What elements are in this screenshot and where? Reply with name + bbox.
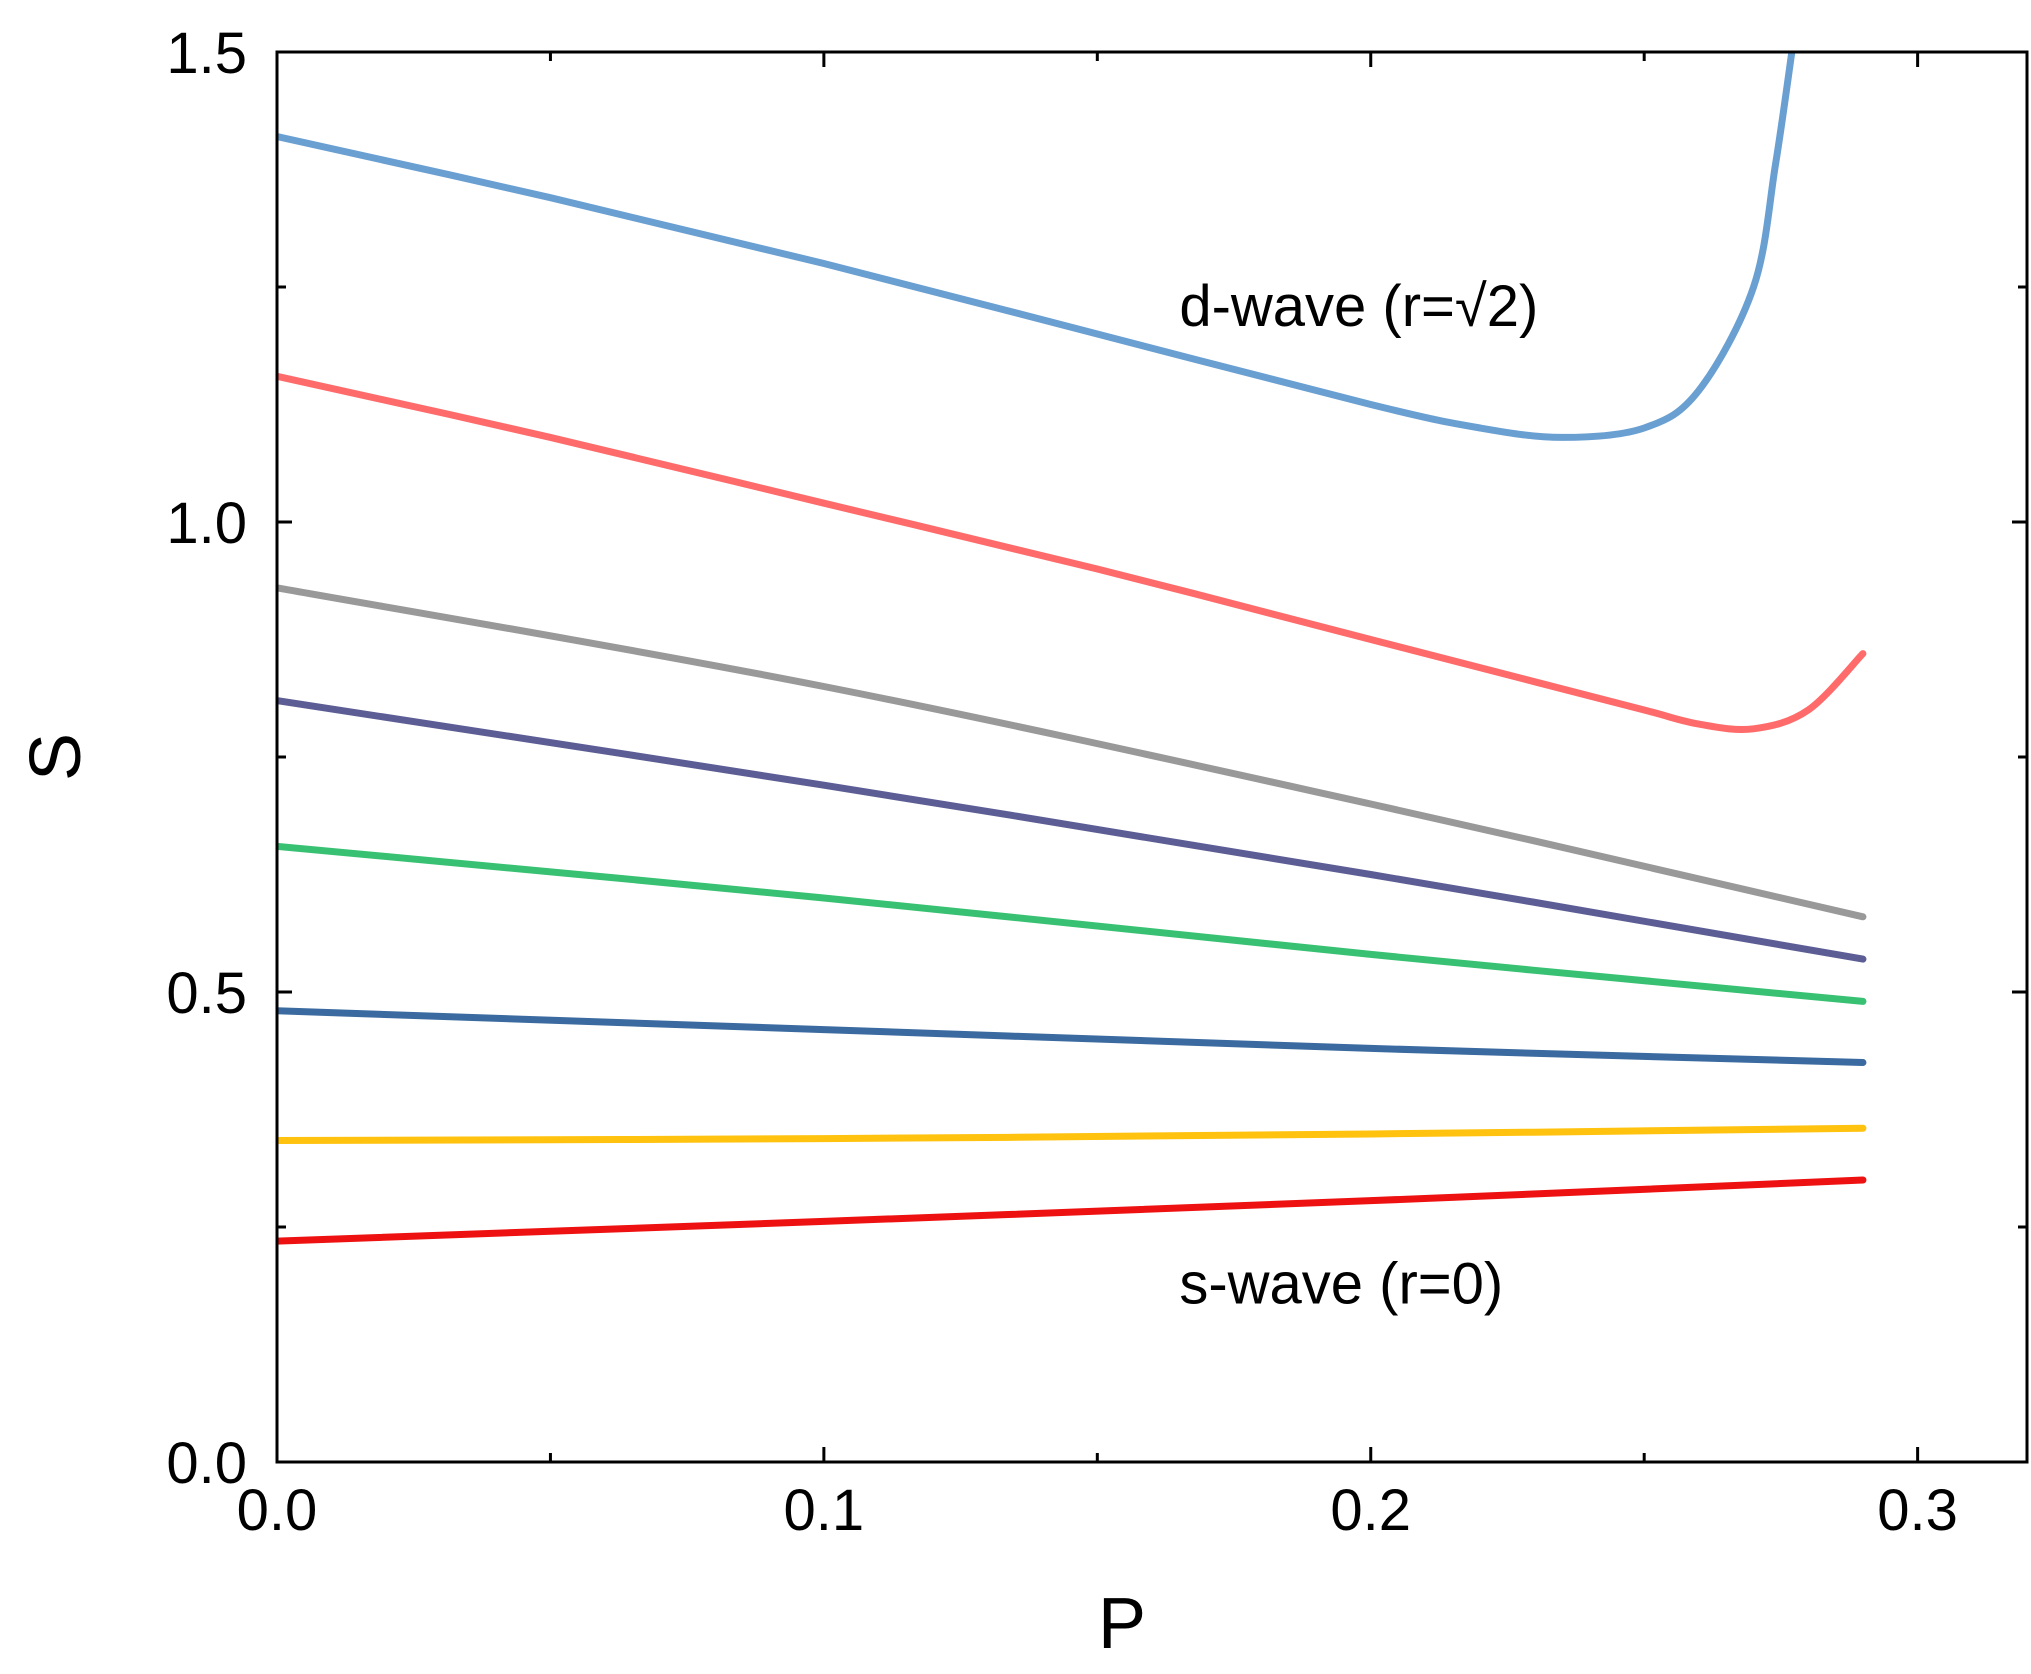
y-axis-title: S [16,733,96,781]
series-line-6 [277,1007,1867,1066]
x-tick-label: 0.0 [237,1478,318,1543]
series-line-8 [277,1176,1867,1245]
series-line-1 [277,52,1796,441]
series-line-7 [277,1124,1867,1145]
y-tick-label: 0.5 [166,961,247,1026]
y-tick-label: 0.0 [166,1431,247,1496]
series-line-4 [277,697,1867,963]
label-layer: 0.0 0.1 0.2 0.3 0.0 0.5 1.0 1.5 [166,21,1958,1543]
x-tick-label: 0.2 [1330,1478,1411,1543]
annotation-d-wave: d-wave (r=√2) [1179,274,1538,339]
annotation-s-wave: s-wave (r=0) [1179,1251,1503,1316]
series-line-5 [277,842,1867,1005]
series-layer [277,52,1867,1245]
y-tick-label: 1.5 [166,21,247,86]
x-tick-label: 0.3 [1877,1478,1958,1543]
series-line-3 [277,584,1867,921]
x-axis-title: P [1098,1584,1146,1664]
y-tick-label: 1.0 [166,491,247,556]
series-line-2 [277,372,1867,733]
tick-layer [275,50,2027,1464]
x-tick-label: 0.1 [784,1478,865,1543]
